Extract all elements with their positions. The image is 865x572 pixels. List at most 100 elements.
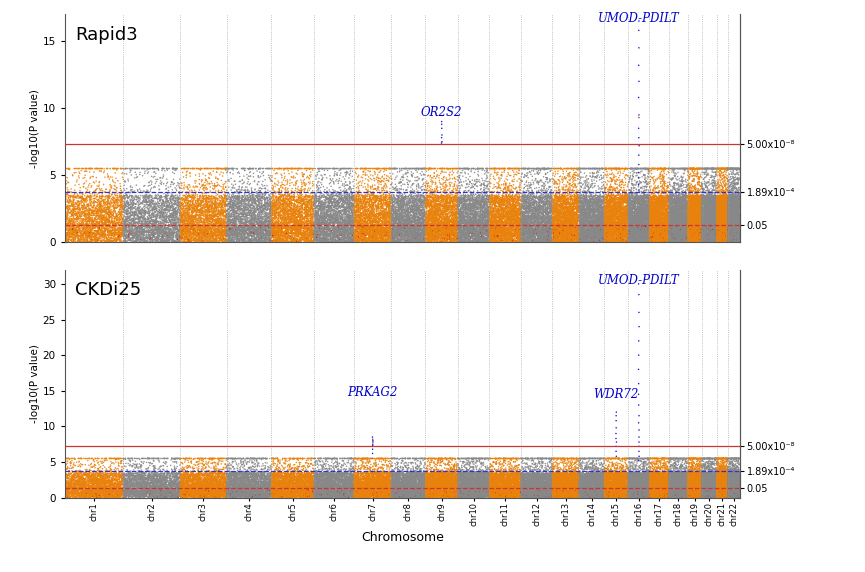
Point xyxy=(578,477,592,486)
Point xyxy=(657,227,671,236)
Point xyxy=(119,229,133,239)
Point xyxy=(515,471,529,480)
Point xyxy=(524,200,538,209)
Point xyxy=(721,486,734,495)
Point xyxy=(229,227,243,236)
Point xyxy=(663,484,677,493)
Point xyxy=(727,207,741,216)
Point xyxy=(628,218,642,227)
Point xyxy=(515,236,529,245)
Point xyxy=(514,472,528,482)
Point xyxy=(142,471,156,480)
Point xyxy=(618,476,631,485)
Point xyxy=(176,211,190,220)
Point xyxy=(186,488,200,498)
Point xyxy=(369,235,383,244)
Point xyxy=(280,474,294,483)
Point xyxy=(215,484,229,493)
Point xyxy=(716,467,730,476)
Point xyxy=(690,212,704,221)
Point xyxy=(552,483,566,492)
Point xyxy=(499,191,513,200)
Point xyxy=(554,491,567,500)
Point xyxy=(644,219,658,228)
Point xyxy=(539,482,553,491)
Point xyxy=(703,222,717,231)
Point xyxy=(625,164,639,173)
Point xyxy=(643,477,657,486)
Point xyxy=(459,479,473,488)
Point xyxy=(210,219,224,228)
Point xyxy=(475,484,489,494)
Point xyxy=(714,488,727,498)
Point xyxy=(584,487,598,496)
Point xyxy=(693,474,707,483)
Point xyxy=(345,202,359,212)
Point xyxy=(59,489,73,498)
Point xyxy=(119,220,132,229)
Point xyxy=(708,483,721,492)
Point xyxy=(727,487,740,496)
Point xyxy=(495,488,509,498)
Point xyxy=(529,197,542,206)
Point xyxy=(634,199,648,208)
Point xyxy=(587,236,601,245)
Point xyxy=(431,488,445,498)
Point xyxy=(608,229,622,238)
Point xyxy=(376,164,390,173)
Point xyxy=(343,480,356,490)
Point xyxy=(414,212,428,221)
Point xyxy=(251,196,265,205)
Point xyxy=(357,210,371,219)
Point xyxy=(678,192,692,201)
Point xyxy=(288,473,302,482)
Point xyxy=(701,479,714,488)
Point xyxy=(530,220,544,229)
Point xyxy=(612,484,625,493)
Point xyxy=(664,458,678,467)
Point xyxy=(615,466,629,475)
Point xyxy=(459,235,473,244)
Point xyxy=(357,482,371,491)
Point xyxy=(492,471,506,480)
Point xyxy=(80,164,93,173)
Point xyxy=(625,206,639,216)
Point xyxy=(378,216,392,225)
Point xyxy=(727,489,741,498)
Point xyxy=(228,219,242,228)
Point xyxy=(631,490,644,499)
Point xyxy=(662,487,676,496)
Point xyxy=(123,456,137,465)
Point xyxy=(701,231,714,240)
Point xyxy=(252,481,266,490)
Point xyxy=(509,217,522,227)
Point xyxy=(343,219,356,228)
Point xyxy=(648,487,662,496)
Point xyxy=(300,225,314,235)
Point xyxy=(594,485,608,494)
Point xyxy=(662,486,676,495)
Point xyxy=(369,226,383,235)
Point xyxy=(58,211,72,220)
Point xyxy=(61,202,75,212)
Point xyxy=(496,196,509,205)
Point xyxy=(161,189,175,198)
Point xyxy=(103,483,117,492)
Point xyxy=(692,488,706,497)
Point xyxy=(367,214,381,223)
Point xyxy=(445,483,459,492)
Point xyxy=(398,212,412,221)
Point xyxy=(178,473,192,482)
Point xyxy=(334,229,348,238)
Point xyxy=(680,477,694,486)
Point xyxy=(666,230,680,239)
Point xyxy=(719,474,733,483)
Point xyxy=(535,490,548,499)
Point xyxy=(723,231,737,240)
Point xyxy=(122,484,136,494)
Point xyxy=(579,480,593,490)
Point xyxy=(399,212,413,221)
Point xyxy=(496,486,509,495)
Point xyxy=(697,237,711,246)
Point xyxy=(699,480,713,490)
